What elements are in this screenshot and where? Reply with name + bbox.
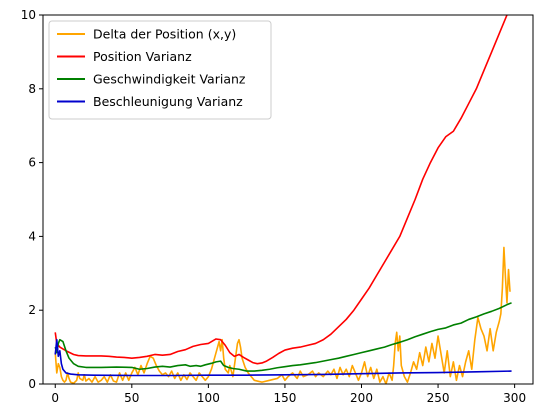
y-tick-label: 2 [28, 303, 36, 317]
series-line-2 [54, 15, 508, 365]
legend-box [48, 20, 272, 120]
y-tick-label: 4 [28, 229, 36, 243]
x-tick-label: 0 [51, 391, 59, 405]
plot-frame [42, 14, 534, 385]
series-line-1 [54, 246, 511, 384]
x-axis: 0 50 100 150 200 250 300 [51, 384, 526, 405]
x-tick-label: 200 [350, 391, 373, 405]
legend-entry-2: Position Varianz [93, 49, 192, 64]
legend: Delta der Position (x,y) Position Varianz… [48, 20, 272, 120]
y-axis: 0 2 4 6 8 10 [21, 8, 43, 391]
y-tick-label: 6 [28, 156, 36, 170]
y-tick-label: 10 [21, 8, 36, 22]
x-tick-label: 100 [197, 391, 220, 405]
legend-entry-1: Delta der Position (x,y) [93, 27, 236, 42]
x-tick-label: 50 [124, 391, 139, 405]
series-line-3 [54, 302, 512, 372]
x-tick-label: 300 [503, 391, 526, 405]
series-line-4 [54, 338, 512, 377]
legend-entry-4: Beschleunigung Varianz [93, 94, 243, 109]
plot-series [54, 15, 512, 384]
x-tick-label: 150 [273, 391, 296, 405]
y-tick-label: 8 [28, 82, 36, 96]
legend-entry-3: Geschwindigkeit Varianz [93, 72, 246, 87]
x-tick-label: 250 [427, 391, 450, 405]
y-tick-label: 0 [28, 377, 36, 391]
